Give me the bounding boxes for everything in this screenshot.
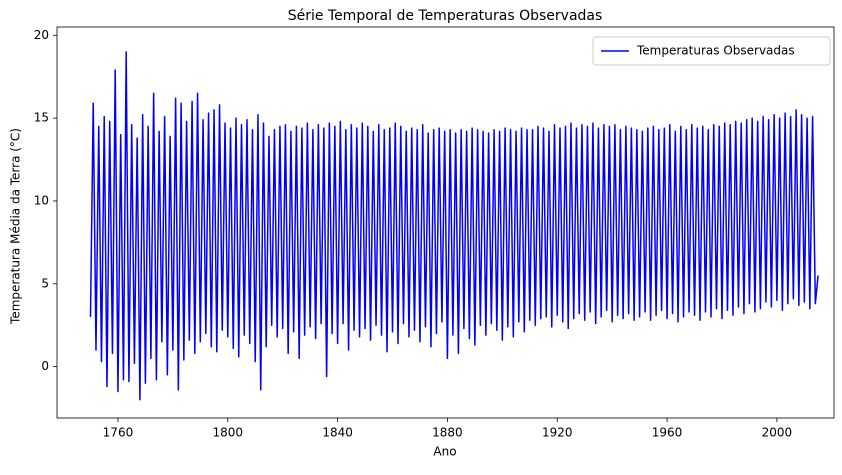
y-tick-label: 10 bbox=[34, 193, 49, 207]
x-tick-label: 1760 bbox=[103, 426, 134, 440]
y-tick-label: 5 bbox=[41, 276, 49, 290]
x-tick-label: 1880 bbox=[432, 426, 463, 440]
x-tick-label: 1960 bbox=[652, 426, 683, 440]
x-tick-label: 1840 bbox=[322, 426, 353, 440]
series-line bbox=[89, 51, 819, 401]
chart-title: Série Temporal de Temperaturas Observada… bbox=[288, 8, 603, 24]
y-axis-label: Temperatura Média da Terra (°C) bbox=[9, 128, 23, 325]
y-tick-label: 20 bbox=[34, 28, 49, 42]
x-axis-label: Ano bbox=[433, 445, 456, 459]
x-tick-label: 2000 bbox=[762, 426, 793, 440]
y-tick-label: 15 bbox=[34, 111, 49, 125]
y-tick-label: 0 bbox=[41, 359, 49, 373]
plot-frame bbox=[56, 26, 835, 419]
x-tick-label: 1920 bbox=[542, 426, 573, 440]
legend-label: Temperaturas Observadas bbox=[636, 44, 795, 58]
x-tick-label: 1800 bbox=[213, 426, 244, 440]
legend-box bbox=[592, 36, 831, 66]
